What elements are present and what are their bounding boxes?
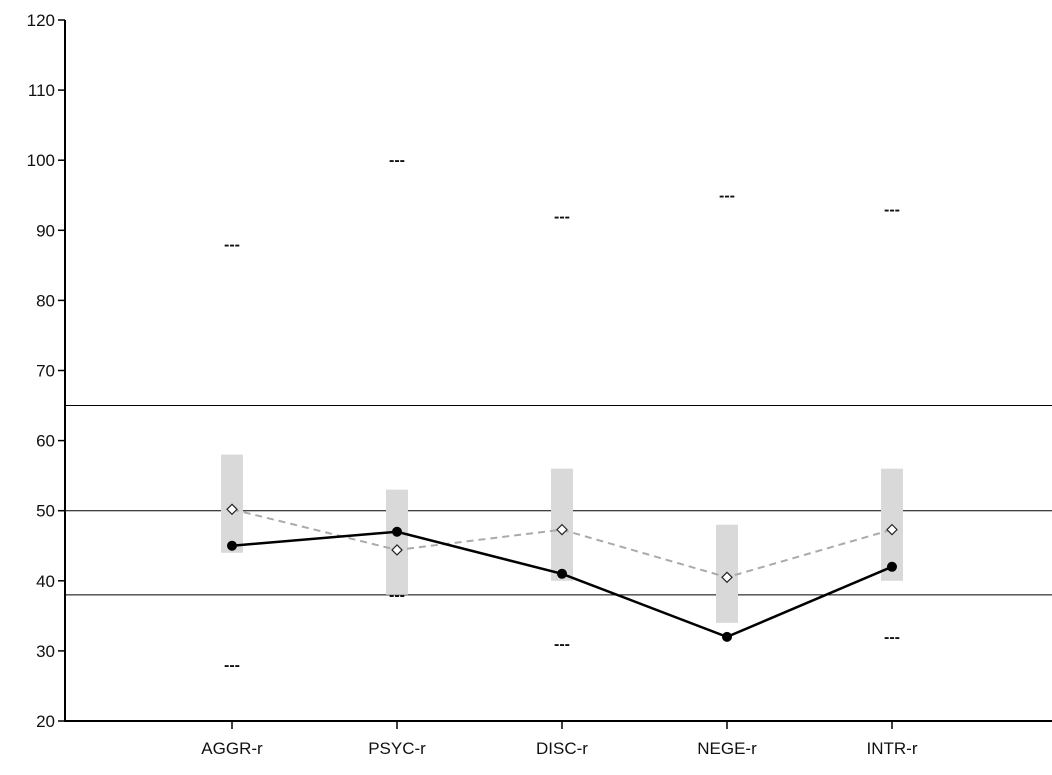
axes	[64, 20, 1052, 722]
range-bar-PSYC-r	[386, 489, 408, 595]
x-tick-label: PSYC-r	[368, 739, 426, 758]
max-mark-DISC-r: ---	[554, 208, 570, 225]
series-0-point-PSYC-r	[392, 526, 402, 537]
min-mark-DISC-r: ---	[554, 636, 570, 653]
y-tick-label: 70	[36, 362, 55, 381]
y-tick-label: 20	[36, 712, 55, 731]
series-1-point-DISC-r	[556, 523, 568, 536]
min-mark-INTR-r: ---	[884, 629, 900, 646]
max-mark-INTR-r: ---	[884, 201, 900, 218]
series-1-point-INTR-r	[886, 523, 898, 536]
series-1-point-NEGE-r	[721, 571, 733, 584]
x-tick-label: NEGE-r	[697, 739, 757, 758]
series-0-point-NEGE-r	[722, 631, 732, 642]
x-tick-label: INTR-r	[867, 739, 918, 758]
max-mark-AGGR-r: ---	[224, 236, 240, 253]
series	[226, 503, 898, 642]
y-tick-label: 90	[36, 221, 55, 240]
y-tick-label: 80	[36, 291, 55, 310]
y-tick-label: 100	[27, 151, 55, 170]
y-tick-label: 120	[27, 11, 55, 30]
series-1-point-AGGR-r	[226, 503, 238, 516]
series-0-point-DISC-r	[557, 568, 567, 579]
series-0-point-AGGR-r	[227, 540, 237, 551]
min-mark-PSYC-r: ---	[389, 587, 405, 604]
max-mark-PSYC-r: ---	[389, 152, 405, 169]
series-0-point-INTR-r	[887, 561, 897, 572]
y-tick-label: 50	[36, 502, 55, 521]
dash-marks: --- --- --- --- --- --- --- --- ---	[224, 152, 900, 674]
x-tick-label: AGGR-r	[201, 739, 263, 758]
y-tick-label: 40	[36, 572, 55, 591]
series-1-point-PSYC-r	[391, 544, 403, 556]
y-tick-label: 110	[28, 81, 55, 100]
y-ticks: 20 30 40 50 60 70 80 90 100 110 120	[27, 11, 65, 731]
y-tick-label: 60	[36, 432, 55, 451]
x-tick-label: DISC-r	[536, 739, 588, 758]
x-ticks: AGGR-r PSYC-r DISC-r NEGE-r INTR-r	[201, 721, 918, 758]
y-tick-label: 30	[36, 642, 55, 661]
min-mark-AGGR-r: ---	[224, 657, 240, 674]
max-mark-NEGE-r: ---	[719, 187, 735, 204]
